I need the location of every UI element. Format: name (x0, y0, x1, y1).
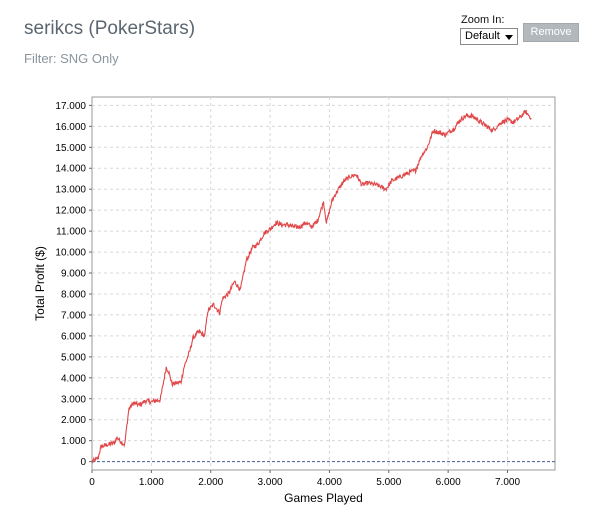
y-tick-label: 14.000 (55, 164, 86, 175)
remove-button[interactable]: Remove (523, 23, 579, 42)
x-tick-label: 6.000 (436, 477, 461, 488)
y-tick-label: 6.000 (61, 331, 86, 342)
y-tick-label: 0 (80, 457, 86, 468)
y-tick-label: 10.000 (55, 248, 86, 259)
x-tick-label: 5.000 (376, 477, 401, 488)
y-tick-label: 8.000 (61, 289, 86, 300)
plot-area (91, 96, 556, 471)
y-tick-label: 4.000 (61, 373, 86, 384)
y-tick-label: 2.000 (61, 415, 86, 426)
y-tick-label: 11.000 (56, 227, 86, 238)
y-tick-label: 12.000 (55, 206, 86, 217)
x-tick-label: 1.000 (139, 477, 164, 488)
y-tick-label: 1.000 (61, 436, 86, 447)
chevron-down-icon (505, 35, 513, 40)
y-tick-label: 7.000 (61, 310, 86, 321)
x-tick-label: 2.000 (198, 477, 223, 488)
x-tick-label: 7.000 (495, 477, 520, 488)
y-tick-label: 9.000 (61, 269, 86, 280)
zoom-label: Zoom In: (461, 14, 505, 26)
y-tick-label: 3.000 (61, 394, 86, 405)
series-line-total-profit (91, 109, 532, 464)
y-tick-label: 5.000 (61, 352, 86, 363)
grid (92, 97, 555, 470)
x-tick-label: 3.000 (258, 477, 283, 488)
y-tick-label: 13.000 (55, 185, 86, 196)
x-axis-label: Games Played (284, 491, 363, 505)
y-axis-label: Total Profit ($) (33, 246, 47, 321)
axis-ticks: 0 1.000 2.000 3.000 4.000 5.000 6.000 7.000 0 1.0… (55, 101, 520, 488)
y-tick-label: 17.000 (55, 101, 86, 112)
zoom-select-value: Default (465, 30, 500, 42)
zoom-select[interactable]: Default (460, 28, 518, 45)
y-tick-label: 16.000 (55, 122, 86, 133)
page-title: serikcs (PokerStars) (24, 18, 196, 39)
filter-label: Filter: SNG Only (24, 51, 119, 66)
y-tick-label: 15.000 (55, 143, 86, 154)
x-tick-label: 4.000 (317, 477, 342, 488)
x-tick-label: 0 (89, 477, 95, 488)
